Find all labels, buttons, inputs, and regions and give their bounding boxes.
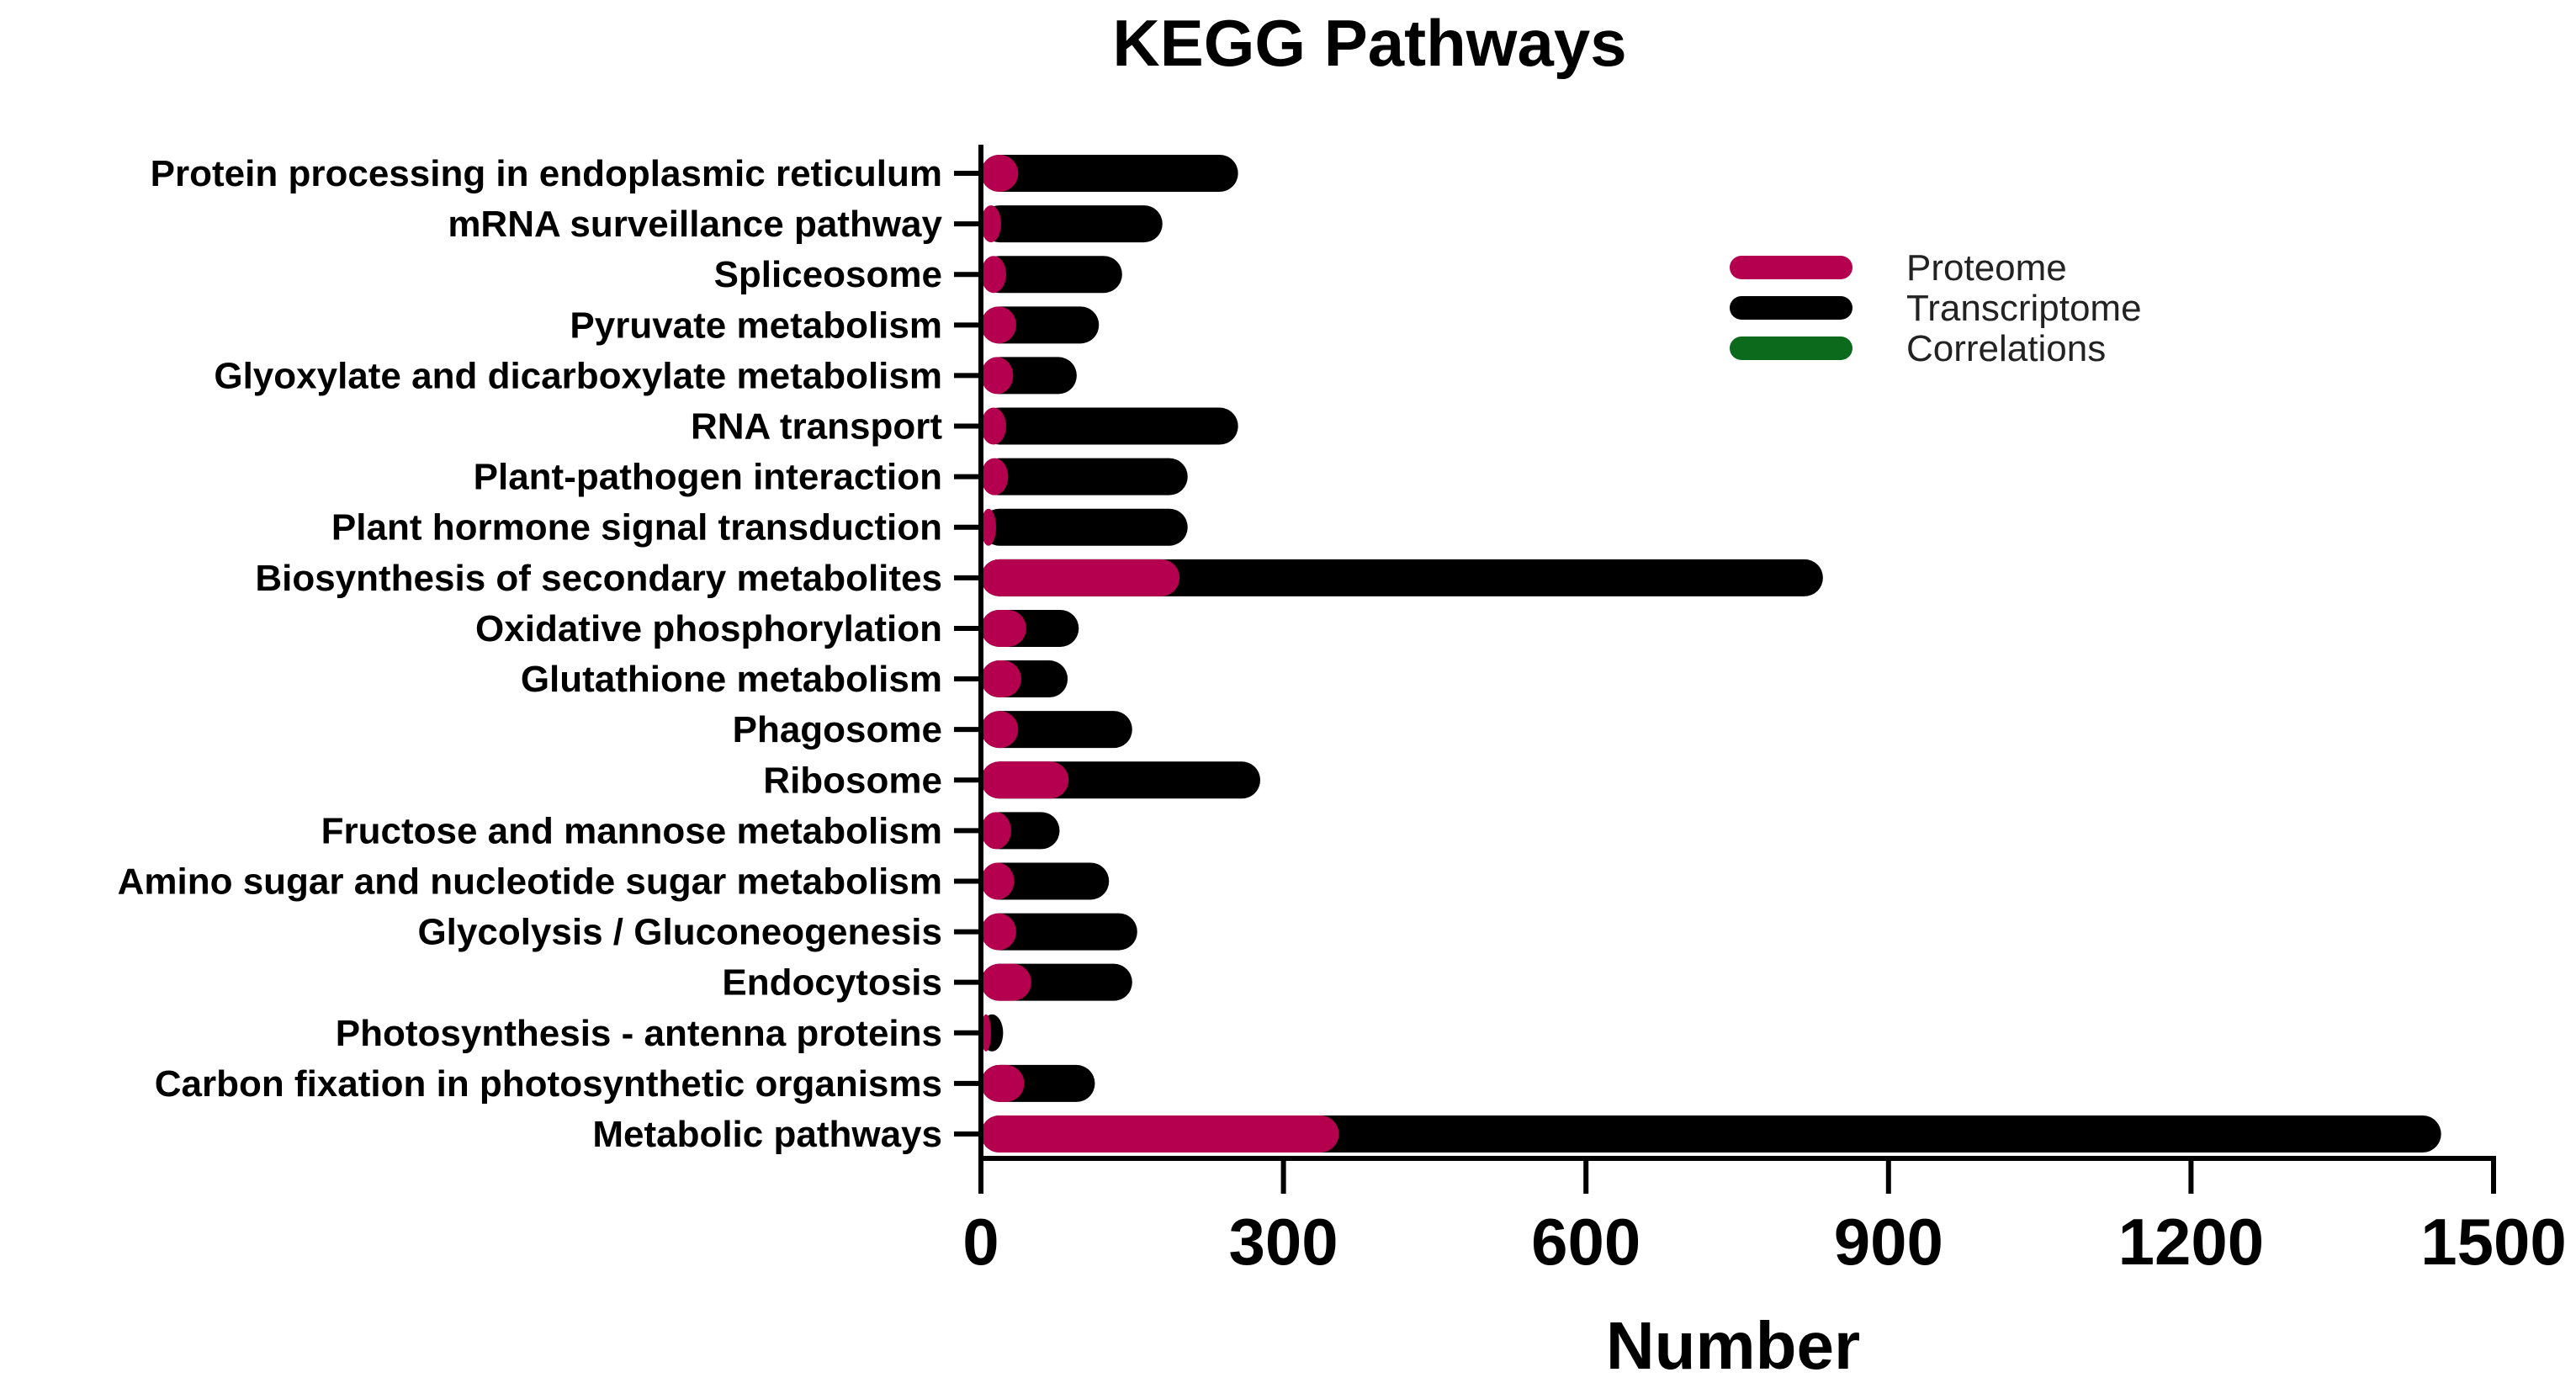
bar-proteome-14 <box>981 862 1015 900</box>
bar-proteome-1 <box>981 205 1001 243</box>
category-label-0: Protein processing in endoplasmic reticu… <box>151 153 942 194</box>
legend-label-proteome: Proteome <box>1906 247 2067 289</box>
x-tick-label-0: 0 <box>962 1205 999 1279</box>
bar-transcriptome-6 <box>981 458 1188 495</box>
category-label-10: Glutathione metabolism <box>521 659 942 700</box>
bar-transcriptome-8 <box>981 559 1823 596</box>
category-label-11: Phagosome <box>733 709 942 750</box>
bar-proteome-6 <box>981 458 1009 495</box>
bar-transcriptome-14 <box>981 862 1110 900</box>
bar-proteome-9 <box>981 609 1026 647</box>
x-tick-label-1: 300 <box>1229 1205 1338 1279</box>
category-label-18: Carbon fixation in photosynthetic organi… <box>155 1063 942 1105</box>
bar-proteome-5 <box>981 407 1006 445</box>
category-label-15: Glycolysis / Gluconeogenesis <box>417 912 942 953</box>
x-tick-label-5: 1500 <box>2420 1205 2567 1279</box>
bar-proteome-4 <box>981 357 1014 395</box>
category-label-9: Oxidative phosphorylation <box>475 608 942 649</box>
category-label-19: Metabolic pathways <box>592 1114 942 1155</box>
bar-proteome-13 <box>981 812 1011 850</box>
bar-transcriptome-15 <box>981 913 1137 951</box>
x-tick-label-2: 600 <box>1531 1205 1640 1279</box>
bar-transcriptome-7 <box>981 508 1188 546</box>
bars-layer <box>981 155 2441 1152</box>
bar-proteome-16 <box>981 963 1031 1001</box>
legend-swatch-proteome <box>1730 256 1852 279</box>
bar-proteome-12 <box>981 761 1069 799</box>
chart-title: KEGG Pathways <box>1112 6 1626 80</box>
category-label-17: Photosynthesis - antenna proteins <box>336 1013 942 1054</box>
bar-proteome-3 <box>981 306 1016 344</box>
bar-proteome-11 <box>981 711 1019 749</box>
bar-proteome-15 <box>981 913 1016 951</box>
x-axis-title: Number <box>1606 1308 1860 1383</box>
bar-transcriptome-1 <box>981 205 1163 243</box>
legend-swatch-correlations <box>1730 336 1852 360</box>
category-label-16: Endocytosis <box>722 962 942 1004</box>
category-label-2: Spliceosome <box>714 254 942 295</box>
category-label-13: Fructose and mannose metabolism <box>321 810 942 851</box>
bar-proteome-10 <box>981 660 1021 698</box>
x-tick-label-4: 1200 <box>2118 1205 2265 1279</box>
category-label-7: Plant hormone signal transduction <box>331 507 942 548</box>
x-tick-label-3: 900 <box>1834 1205 1943 1279</box>
category-labels: Protein processing in endoplasmic reticu… <box>118 153 943 1155</box>
category-label-12: Ribosome <box>763 760 942 801</box>
legend-label-transcriptome: Transcriptome <box>1906 288 2142 329</box>
category-label-8: Biosynthesis of secondary metabolites <box>255 558 942 599</box>
bar-transcriptome-19 <box>981 1115 2441 1152</box>
bar-proteome-2 <box>981 256 1006 294</box>
bar-proteome-19 <box>981 1115 1339 1152</box>
category-label-3: Pyruvate metabolism <box>570 305 942 346</box>
bar-transcriptome-2 <box>981 256 1122 294</box>
bar-transcriptome-5 <box>981 407 1238 445</box>
bar-transcriptome-0 <box>981 155 1238 192</box>
axes: 0 300 600 900 1200 1500 <box>954 145 2567 1279</box>
bar-proteome-7 <box>981 508 996 546</box>
legend-label-correlations: Correlations <box>1906 328 2106 369</box>
legend-swatch-transcriptome <box>1730 296 1852 320</box>
category-label-4: Glyoxylate and dicarboxylate metabolism <box>214 355 942 396</box>
category-label-14: Amino sugar and nucleotide sugar metabol… <box>118 861 942 902</box>
bar-proteome-8 <box>981 559 1180 596</box>
bar-proteome-0 <box>981 155 1019 192</box>
category-label-1: mRNA surveillance pathway <box>448 204 942 245</box>
bar-proteome-18 <box>981 1064 1025 1102</box>
bar-transcriptome-11 <box>981 711 1132 749</box>
category-label-5: RNA transport <box>691 406 942 448</box>
category-label-6: Plant-pathogen interaction <box>474 457 942 498</box>
